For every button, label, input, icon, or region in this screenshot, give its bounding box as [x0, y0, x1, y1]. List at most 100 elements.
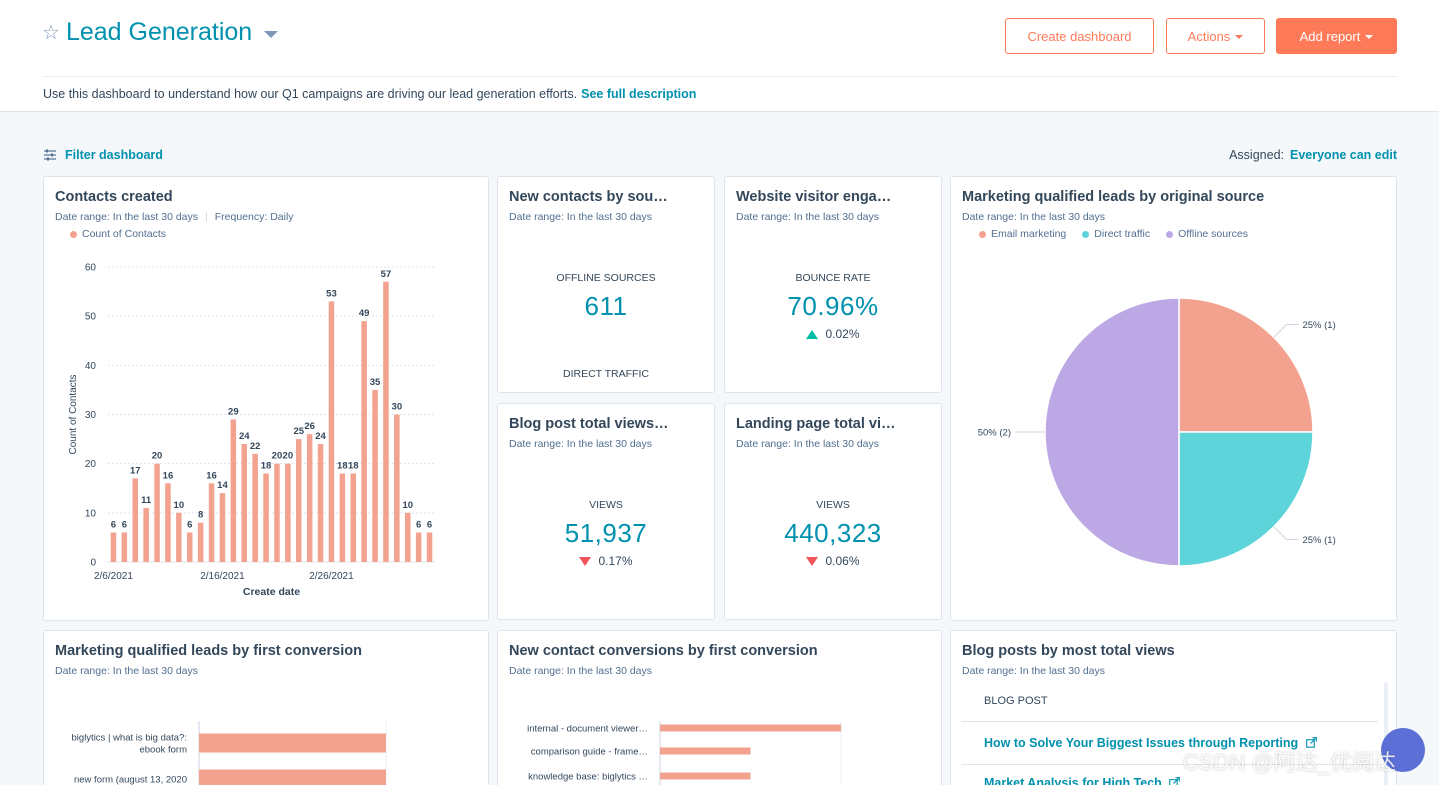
- blog-post-total-views-card[interactable]: Blog post total views… Date range: In th…: [497, 403, 715, 620]
- bar: [241, 444, 247, 562]
- card-date-range: Date range: In the last 30 days: [962, 665, 1106, 677]
- kpi-label: OFFLINE SOURCES: [556, 272, 656, 284]
- mql-pie-chart: 25% (1) 25% (1) 50% (2): [978, 297, 1336, 567]
- kpi-delta: 0.06%: [725, 554, 941, 568]
- kpi-label-secondary: DIRECT TRAFFIC: [563, 368, 649, 380]
- data-label: 6: [111, 520, 116, 531]
- card-date-range: Date range: In the last 30 days: [55, 665, 199, 677]
- bar: [199, 769, 386, 785]
- category-label: knowledge base: biglytics …: [528, 772, 648, 783]
- filter-label: Filter dashboard: [65, 148, 163, 162]
- actions-label: Actions: [1187, 28, 1231, 44]
- bar: [372, 389, 378, 562]
- pie-slice: [1178, 431, 1314, 567]
- new-contact-conversions-card[interactable]: New contact conversions by first convers…: [497, 630, 942, 785]
- legend-item: Email marketing: [979, 228, 1066, 240]
- bar: [361, 321, 367, 562]
- y-tick-label: 20: [85, 459, 97, 470]
- bar: [317, 444, 324, 562]
- bar: [328, 301, 335, 562]
- bar: [350, 473, 356, 562]
- down-triangle-icon: [806, 556, 819, 566]
- card-title: Contacts created: [55, 189, 173, 205]
- card-date-range: Date range: In the last 30 days: [509, 438, 653, 450]
- data-label: 16: [163, 470, 174, 481]
- new-contact-conversions-bar-chart: internal - document viewer… comparison gu…: [527, 721, 842, 785]
- mql-by-first-conversion-card[interactable]: Marketing qualified leads by first conve…: [43, 630, 489, 785]
- table-row-link[interactable]: Market Analysis for High Tech: [984, 776, 1181, 785]
- star-icon[interactable]: ☆: [42, 21, 60, 44]
- caret-down-icon: [1365, 34, 1374, 39]
- legend-item: Count of Contacts: [70, 228, 166, 240]
- data-label: 57: [381, 269, 392, 280]
- bar: [383, 281, 389, 562]
- data-label: 8: [198, 510, 203, 521]
- category-label: internal - document viewer…: [527, 724, 648, 735]
- data-label: 6: [187, 520, 192, 531]
- pie-slice: [1044, 297, 1180, 567]
- blog-posts-by-views-card[interactable]: Blog posts by most total views Date rang…: [950, 630, 1397, 785]
- card-title: Blog post total views…: [509, 416, 669, 432]
- table-row-divider: [961, 721, 1378, 722]
- data-label: 16: [206, 470, 217, 481]
- data-label: 29: [228, 406, 239, 417]
- data-label: 30: [392, 402, 403, 413]
- landing-page-total-views-card[interactable]: Landing page total vi… Date range: In th…: [724, 403, 942, 620]
- card-title: New contacts by sou…: [509, 189, 668, 205]
- card-date-range: Date range: In the last 30 days: [736, 211, 880, 223]
- legend-dot: [70, 230, 77, 238]
- data-label: 18: [337, 461, 348, 472]
- dashboard-title-selector[interactable]: ☆ Lead Generation: [42, 18, 279, 47]
- legend-label: Direct traffic: [1094, 228, 1151, 240]
- data-label: 20: [283, 451, 294, 462]
- website-visitor-engagement-card[interactable]: Website visitor enga… Date range: In the…: [724, 176, 942, 393]
- card-title: Marketing qualified leads by first conve…: [55, 643, 362, 659]
- bar: [165, 483, 171, 562]
- data-label: 24: [315, 431, 326, 442]
- data-label: 18: [348, 461, 359, 472]
- x-axis-label: Create date: [243, 586, 300, 598]
- watermark-text: CSDN @阿达_优阅达: [1183, 750, 1397, 775]
- card-date-range: Date range: In the last 30 days: [962, 211, 1106, 223]
- bar: [176, 512, 182, 562]
- mql-by-original-source-card[interactable]: Marketing qualified leads by original so…: [950, 176, 1397, 621]
- up-triangle-icon: [806, 329, 819, 339]
- contacts-created-card[interactable]: Contacts created Date range: In the last…: [43, 176, 489, 621]
- kpi-value: 51,937: [564, 518, 648, 548]
- chat-widget-button[interactable]: [1381, 728, 1425, 772]
- card-title: Blog posts by most total views: [962, 643, 1175, 659]
- bar: [187, 532, 193, 562]
- chevron-down-icon[interactable]: [264, 31, 279, 38]
- data-label: 53: [326, 288, 337, 299]
- data-label: 10: [402, 500, 413, 511]
- table-column-header: BLOG POST: [984, 695, 1048, 707]
- bar: [263, 473, 269, 562]
- bar: [415, 532, 422, 562]
- legend-dot: [1166, 230, 1174, 238]
- x-tick-label: 2/6/2021: [94, 571, 133, 582]
- description-text: Use this dashboard to understand how our…: [43, 87, 578, 101]
- new-contacts-by-source-card[interactable]: New contacts by sou… Date range: In the …: [497, 176, 715, 393]
- pie-slice: [1178, 297, 1314, 433]
- bar: [339, 473, 346, 562]
- assigned-value-link[interactable]: Everyone can edit: [1290, 148, 1397, 162]
- create-dashboard-button[interactable]: Create dashboard: [1005, 18, 1154, 54]
- legend-dot: [979, 230, 986, 238]
- filter-dashboard-button[interactable]: Filter dashboard: [43, 148, 163, 162]
- add-report-button[interactable]: Add report: [1276, 18, 1397, 54]
- bar: [660, 747, 751, 755]
- data-label: 25: [293, 426, 304, 437]
- down-triangle-icon: [579, 556, 592, 566]
- card-date-range: Date range: In the last 30 days: [509, 211, 653, 223]
- bar: [274, 463, 280, 562]
- data-label: 20: [152, 451, 163, 462]
- actions-button[interactable]: Actions: [1166, 18, 1265, 54]
- kpi-label: BOUNCE RATE: [795, 272, 871, 284]
- card-date-range: Date range: In the last 30 days | Frequenc…: [55, 211, 294, 223]
- kpi-delta: 0.17%: [498, 554, 714, 568]
- bar: [110, 532, 117, 562]
- table-row-link[interactable]: How to Solve Your Biggest Issues through…: [984, 736, 1317, 750]
- data-label: 49: [359, 308, 370, 319]
- data-label: 35: [370, 377, 381, 388]
- see-full-description-link[interactable]: See full description: [581, 87, 697, 101]
